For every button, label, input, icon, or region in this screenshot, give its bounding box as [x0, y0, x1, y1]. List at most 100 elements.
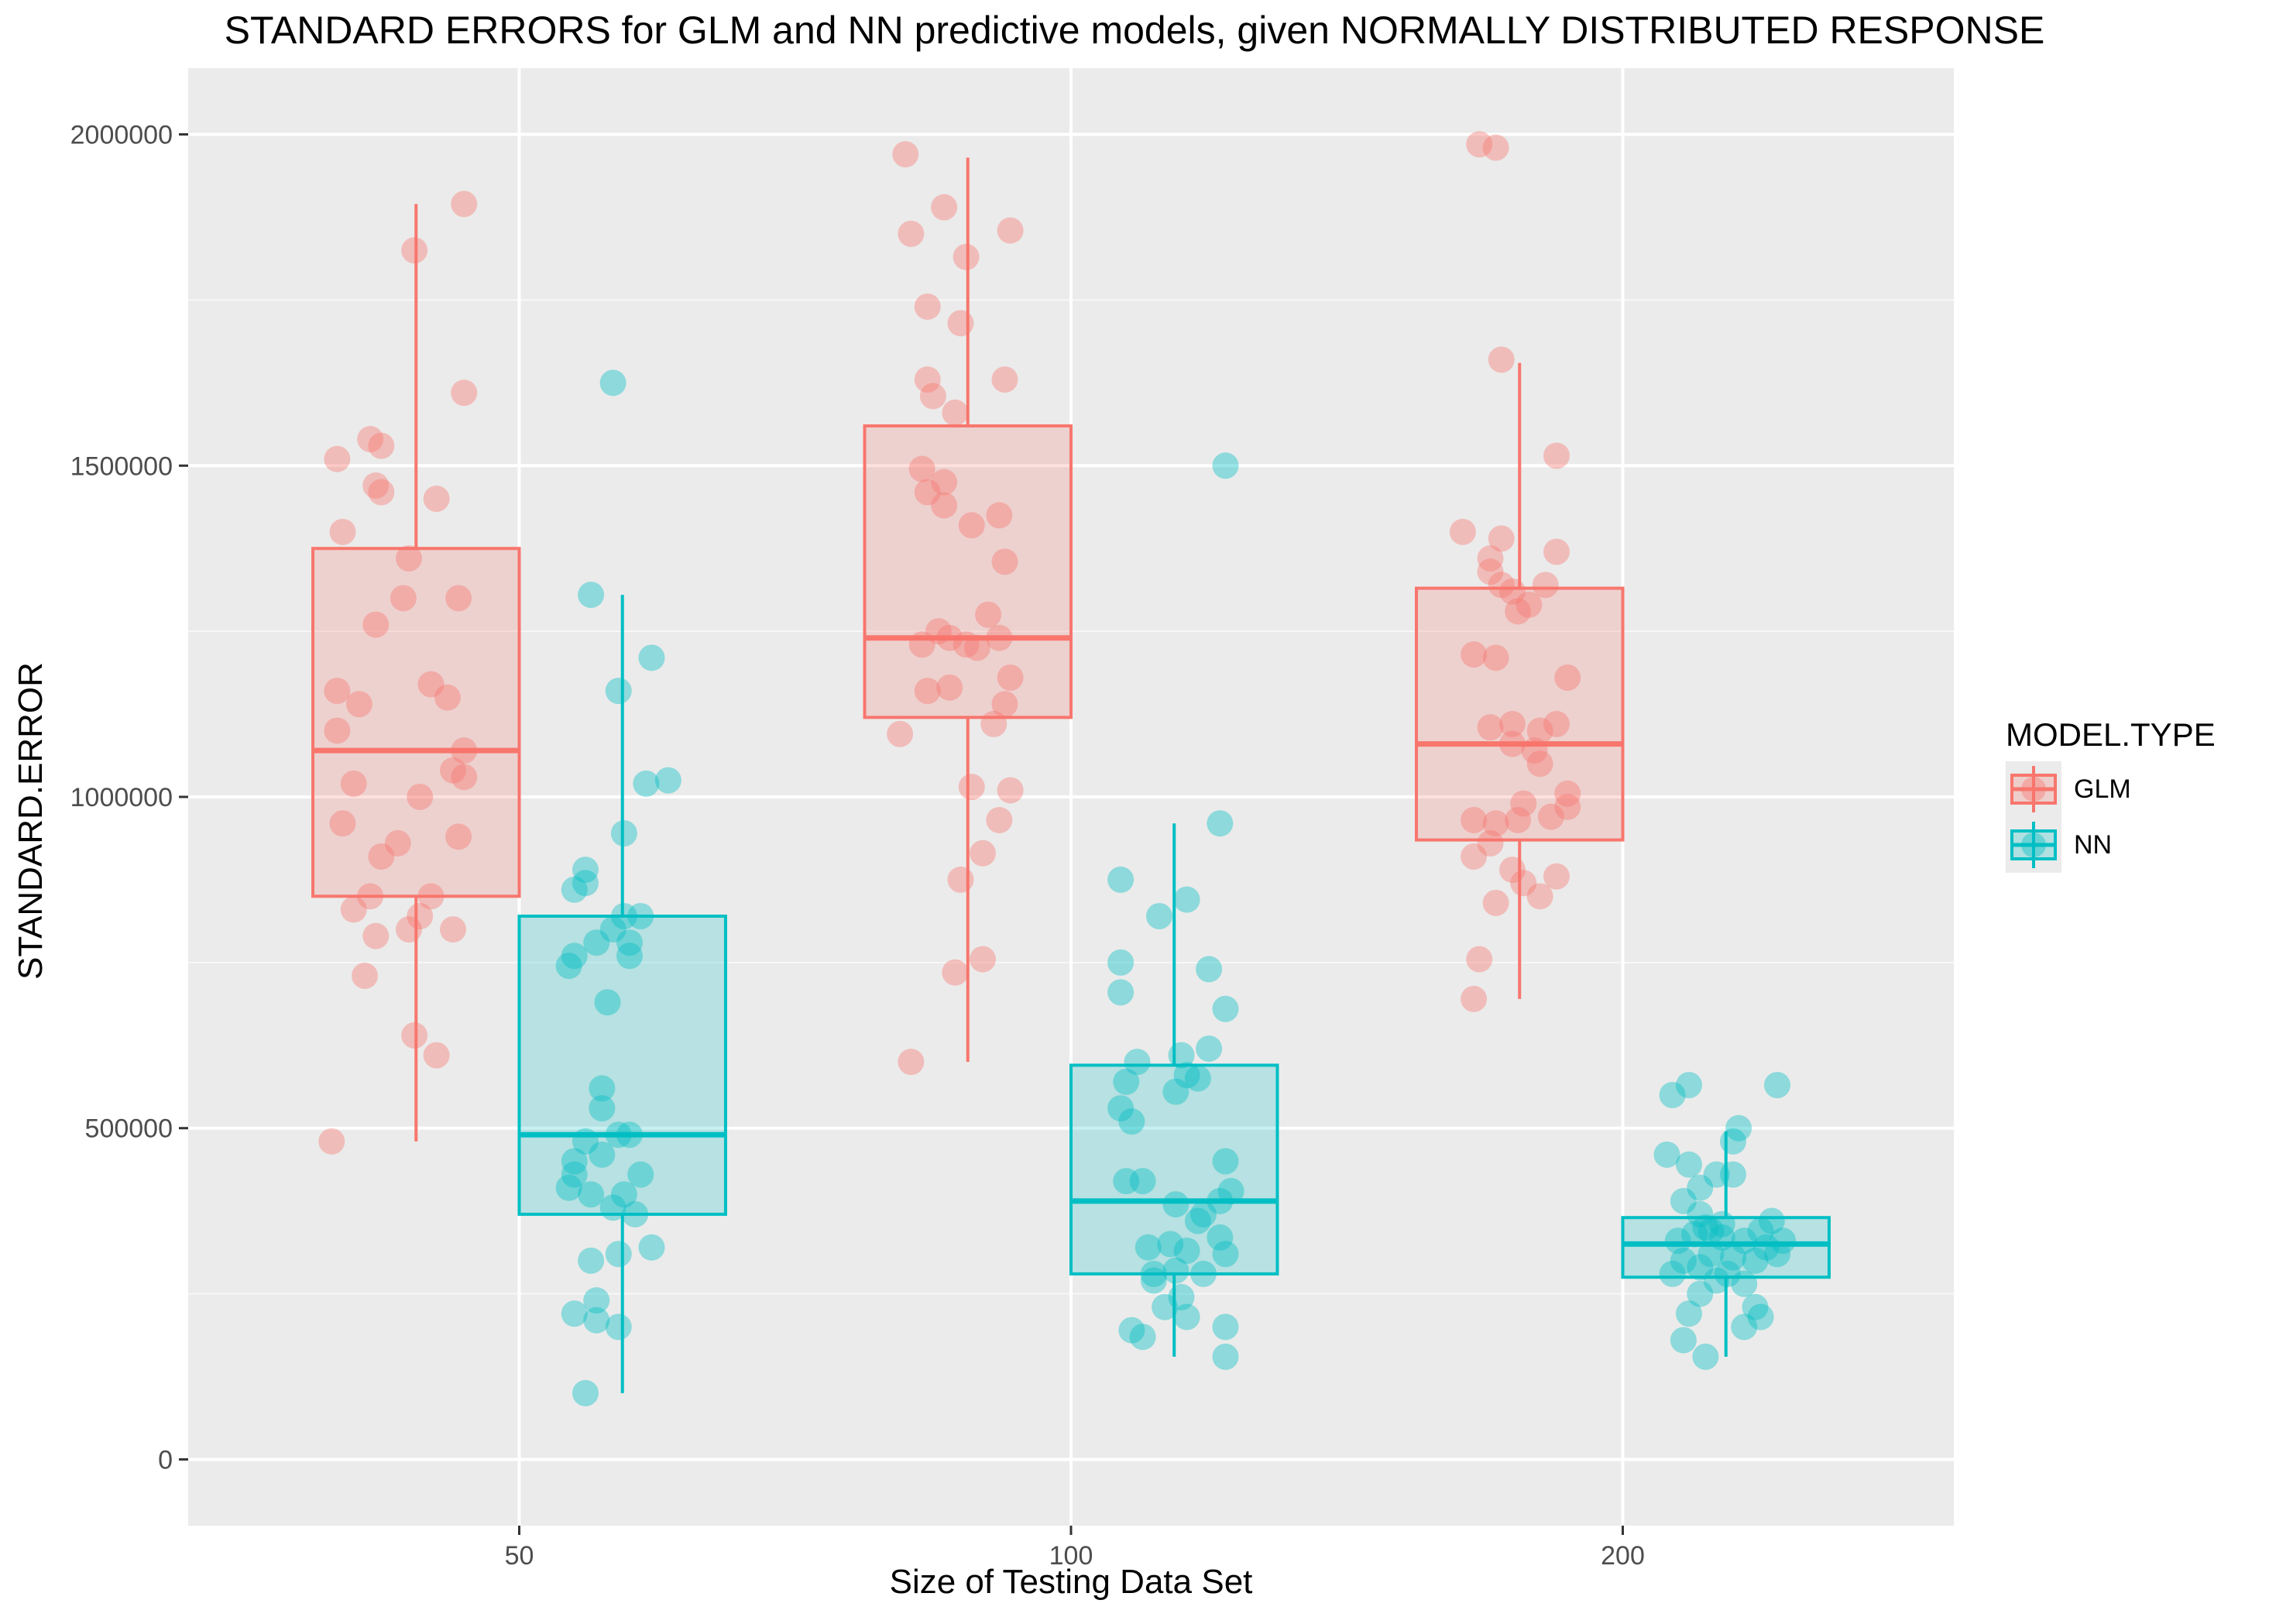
point-glm — [997, 664, 1024, 692]
point-glm — [947, 866, 974, 893]
point-nn — [610, 902, 637, 929]
point-nn — [1134, 1234, 1162, 1261]
point-nn — [555, 1174, 582, 1201]
point-glm — [1477, 545, 1504, 572]
point-glm — [892, 141, 919, 168]
point-glm — [942, 959, 969, 986]
point-glm — [908, 631, 935, 658]
y-tick-label: 1500000 — [70, 451, 173, 481]
point-nn — [605, 1241, 632, 1268]
point-glm — [1554, 780, 1581, 807]
point-nn — [638, 644, 665, 671]
point-glm — [329, 810, 356, 837]
point-glm — [1499, 710, 1526, 737]
point-nn — [1692, 1343, 1719, 1370]
point-glm — [1499, 857, 1526, 884]
point-nn — [1173, 1303, 1200, 1330]
point-nn — [1190, 1260, 1217, 1287]
point-nn — [1212, 452, 1239, 479]
point-glm — [986, 806, 1013, 833]
y-tick-label: 2000000 — [70, 121, 173, 150]
point-glm — [953, 631, 980, 658]
point-nn — [1207, 1224, 1234, 1251]
point-nn — [1129, 1324, 1156, 1351]
point-nn — [572, 1379, 599, 1406]
point-nn — [1720, 1128, 1746, 1155]
point-glm — [396, 545, 422, 572]
point-nn — [1173, 1062, 1200, 1089]
point-glm — [953, 243, 980, 270]
point-nn — [1207, 810, 1234, 837]
point-glm — [1461, 641, 1488, 668]
point-glm — [329, 518, 356, 545]
point-glm — [423, 1042, 450, 1069]
point-glm — [1482, 644, 1509, 671]
point-nn — [578, 1181, 605, 1208]
point-glm — [417, 671, 445, 698]
point-nn — [1742, 1247, 1769, 1274]
point-nn — [572, 1128, 599, 1155]
point-glm — [898, 1049, 925, 1076]
point-glm — [1543, 710, 1570, 737]
point-nn — [1107, 949, 1134, 976]
point-glm — [390, 585, 417, 612]
point-glm — [445, 823, 472, 850]
point-nn — [1107, 979, 1134, 1006]
point-nn — [599, 369, 626, 397]
point-glm — [925, 618, 952, 645]
point-nn — [578, 1247, 605, 1274]
point-nn — [594, 989, 621, 1016]
point-nn — [1107, 1095, 1134, 1122]
point-nn — [633, 770, 660, 797]
box-glm — [311, 547, 521, 898]
point-glm — [1510, 790, 1537, 817]
point-nn — [1157, 1231, 1184, 1258]
point-nn — [1124, 1049, 1151, 1076]
point-glm — [1505, 806, 1532, 833]
point-nn — [1697, 1241, 1725, 1268]
point-nn — [654, 767, 681, 794]
point-nn — [1692, 1214, 1719, 1241]
point-glm — [368, 479, 395, 506]
point-nn — [1747, 1217, 1774, 1245]
point-nn — [1708, 1210, 1735, 1238]
point-nn — [1764, 1241, 1790, 1268]
point-nn — [627, 1161, 654, 1188]
legend-title: MODEL.TYPE — [2006, 716, 2216, 753]
point-nn — [1146, 902, 1172, 929]
point-nn — [1118, 1317, 1145, 1344]
point-glm — [451, 379, 478, 407]
point-nn — [1731, 1313, 1758, 1341]
point-glm — [1482, 810, 1509, 837]
point-glm — [1482, 889, 1509, 916]
legend-key-glm — [2006, 761, 2061, 817]
point-glm — [1537, 803, 1564, 830]
point-nn — [610, 820, 637, 847]
legend-item-nn: NN — [2006, 817, 2216, 873]
point-glm — [340, 896, 367, 923]
point-glm — [434, 684, 461, 711]
y-tick-label: 0 — [158, 1445, 173, 1475]
point-glm — [1466, 131, 1493, 158]
point-nn — [572, 857, 599, 884]
point-glm — [914, 366, 941, 393]
point-glm — [423, 486, 450, 513]
point-glm — [942, 399, 969, 426]
point-glm — [997, 217, 1024, 244]
point-nn — [1725, 1114, 1752, 1142]
point-nn — [1714, 1260, 1741, 1287]
point-glm — [1477, 558, 1504, 585]
point-nn — [605, 1121, 632, 1148]
point-glm — [1543, 442, 1570, 469]
point-glm — [1482, 134, 1509, 161]
point-nn — [1212, 1313, 1239, 1341]
point-glm — [451, 737, 478, 764]
point-nn — [1212, 1343, 1239, 1370]
point-glm — [919, 383, 946, 410]
x-tick-label: 50 — [505, 1541, 534, 1571]
point-glm — [345, 691, 372, 718]
point-nn — [1118, 1108, 1145, 1135]
point-nn — [599, 916, 626, 943]
